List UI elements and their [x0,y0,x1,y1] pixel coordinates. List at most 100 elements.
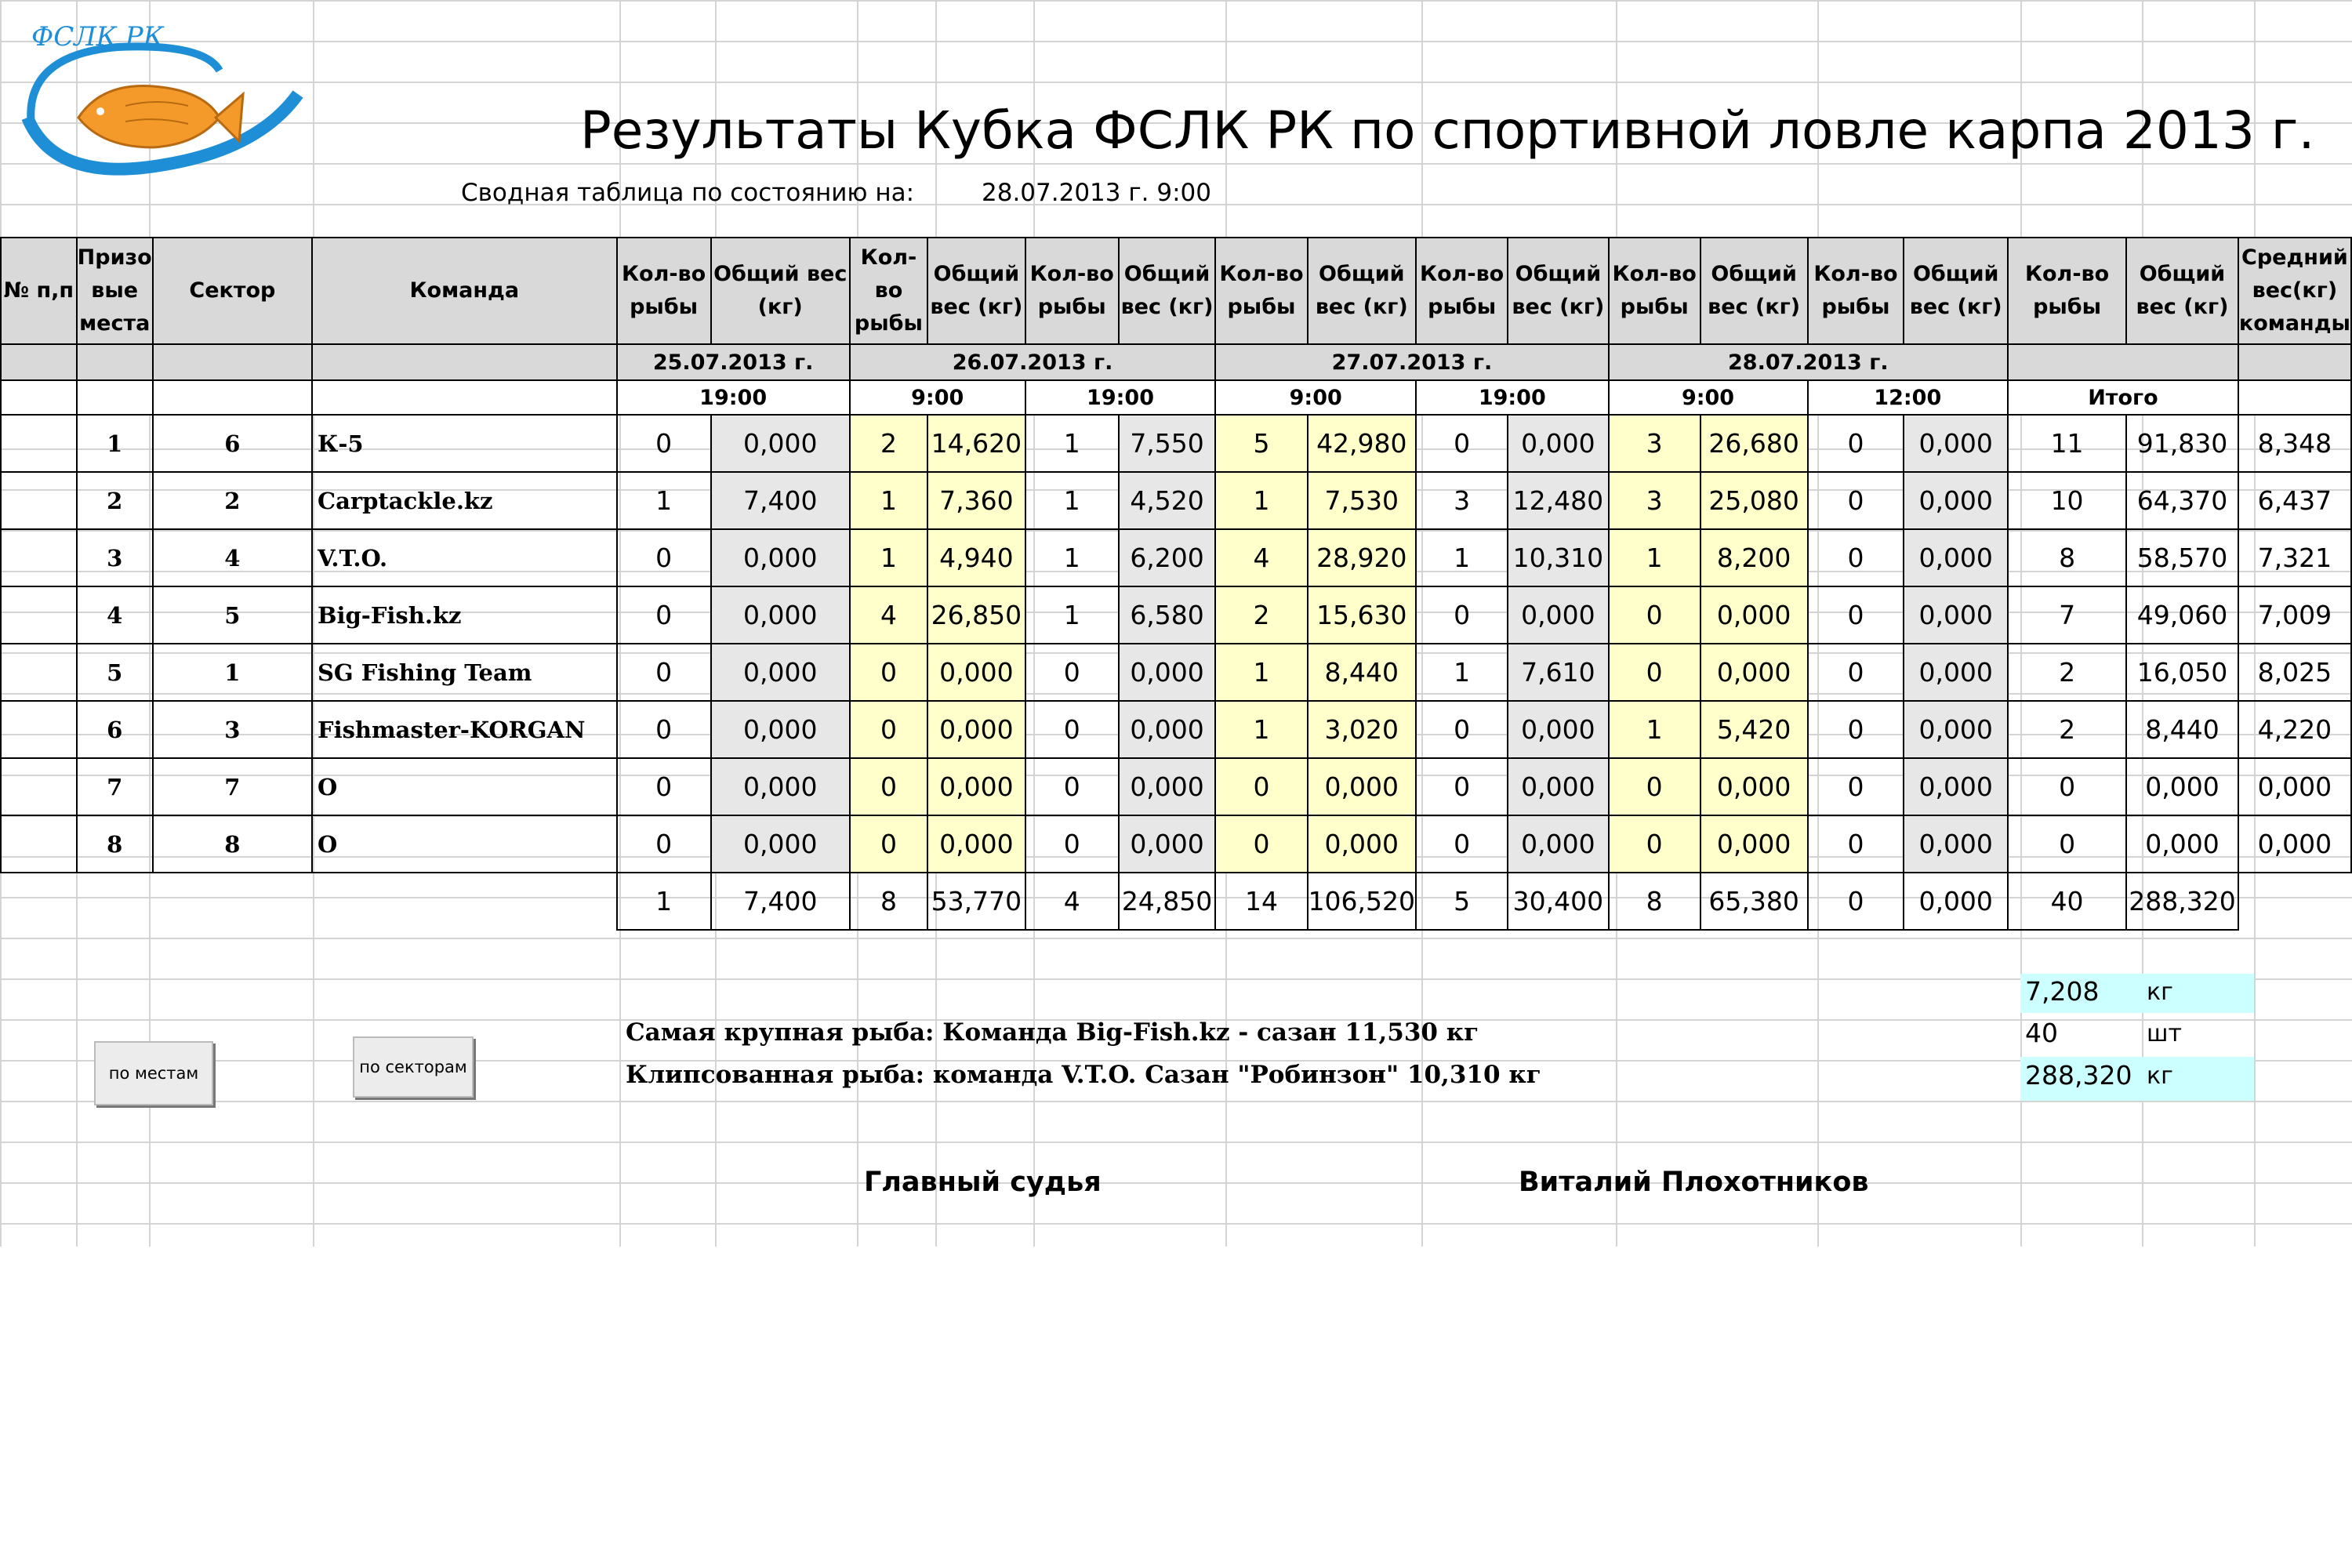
num-cell [0,643,78,702]
total-cell: 7,400 [710,872,851,931]
total-cell: 0,000 [1903,872,2009,931]
value-cell: 26,680 [1699,414,1809,473]
stat-value: 40 [2025,1018,2058,1048]
total-cell: 40 [2007,872,2128,931]
value-cell: 0 [1806,757,1905,816]
value-cell: 7 [2007,586,2128,644]
results-body: 1 6 К-5 0 0,000 2 14,620 1 7,550 5 42,980 0 0,000 3 26… [0,414,2352,873]
time-row: 19:00 9:00 19:00 9:00 19:00 9:00 12:00 И… [0,379,2352,416]
fslk-logo: ФСЛК РК [8,8,314,176]
value-cell: 0,000 [1507,815,1610,873]
total-cell: 24,850 [1117,872,1217,931]
stat-highlight [2020,974,2254,1013]
stat-highlight [2020,1057,2254,1101]
value-cell: 0,000 [2125,815,2239,873]
value-cell: 4 [1214,528,1308,587]
col-weight: Общий вес (кг) [1699,237,1809,345]
value-cell: 0,000 [710,757,851,816]
value-cell: 1 [1607,528,1701,587]
value-cell: 0 [2007,757,2128,816]
value-cell: 28,920 [1306,528,1417,587]
sector-cell: 5 [151,586,313,644]
sort-by-place-button[interactable]: по местам [94,1041,213,1105]
total-cell: 8 [848,872,929,931]
place-cell: 2 [75,471,154,530]
value-cell: 0,000 [927,643,1026,702]
col-weight: Общий вес (кг) [1117,237,1217,345]
place-cell: 4 [75,586,154,644]
sort-by-sector-button[interactable]: по секторам [353,1036,474,1098]
date-row: 25.07.2013 г. 26.07.2013 г. 27.07.2013 г… [0,343,2352,381]
team-cell: Fishmaster-KORGAN [310,700,618,759]
value-cell: 0 [848,700,929,759]
col-count: Кол-во рыбы [1415,237,1509,345]
value-cell: 10,310 [1507,528,1610,587]
table-row: 7 7 О 0 0,000 0 0,000 0 0,000 0 0,000 0 0,000 0 0,000 0… [0,757,2352,816]
num-cell [0,471,78,530]
value-cell: 7,321 [2237,528,2352,587]
value-cell: 58,570 [2125,528,2239,587]
value-cell: 42,980 [1306,414,1417,473]
total-cell: 0 [1806,872,1905,931]
col-weight: Общий вес (кг) [710,237,851,345]
value-cell: 3 [1607,471,1701,530]
value-cell: 2 [2007,700,2128,759]
logo-text: ФСЛК РК [31,21,165,53]
value-cell: 0 [1607,815,1701,873]
col-count: Кол-во рыбы [1806,237,1905,345]
value-cell: 1 [1024,528,1120,587]
value-cell: 8,440 [2125,700,2239,759]
clipped-fish-note: Клипсованная рыба: команда V.T.O. Сазан … [626,1061,1541,1089]
value-cell: 0,000 [1507,586,1610,644]
value-cell: 0 [1214,815,1308,873]
totals-row: 1 7,400 8 53,770 4 24,850 14 106,520 5 30,400 8 65,… [1,872,2351,931]
date-cell: 25.07.2013 г. [615,343,851,381]
value-cell: 8,440 [1306,643,1417,702]
team-cell: К-5 [310,414,618,473]
value-cell: 0 [848,815,929,873]
sector-cell: 6 [151,414,313,473]
value-cell: 8 [2007,528,2128,587]
num-cell [0,757,78,816]
value-cell: 0,000 [1507,757,1610,816]
value-cell: 0,000 [1117,757,1217,816]
value-cell: 0,000 [927,757,1026,816]
col-num: № п,п [0,237,78,345]
value-cell: 1 [1415,528,1509,587]
value-cell: 91,830 [2125,414,2239,473]
place-cell: 8 [75,815,154,873]
summary-value: 28.07.2013 г. 9:00 [982,179,1211,207]
value-cell: 0,000 [1507,414,1610,473]
total-cell: 53,770 [927,872,1026,931]
value-cell: 0 [1806,643,1905,702]
stat-unit: шт [2147,1020,2182,1047]
time-cell: 19:00 [1024,379,1217,416]
table-row: 4 5 Big-Fish.kz 0 0,000 4 26,850 1 6,580 2 15,630 0… [0,586,2352,644]
value-cell: 1 [848,471,929,530]
value-cell: 7,009 [2237,586,2352,644]
page-title: Результаты Кубка ФСЛК РК по спортивной л… [580,100,2315,161]
table-row: 2 2 Carptackle.kz 1 7,400 1 7,360 1 4,520 1 7,530 3… [0,471,2352,530]
summary-label: Сводная таблица по состоянию на: [461,179,915,207]
table-row: 3 4 V.T.O. 0 0,000 1 4,940 1 6,200 4 28,920 1 10,310… [0,528,2352,587]
results-table: № п,п Призо вые места Сектор Команда Кол… [0,237,2352,931]
value-cell: 0,000 [2237,757,2352,816]
value-cell: 0 [1806,700,1905,759]
value-cell: 0 [1024,700,1120,759]
total-cell: 106,520 [1306,872,1417,931]
place-cell: 3 [75,528,154,587]
value-cell: 0 [1415,815,1509,873]
value-cell: 11 [2007,414,2128,473]
value-cell: 14,620 [927,414,1026,473]
value-cell: 0,000 [1699,815,1809,873]
date-cell: 27.07.2013 г. [1214,343,1610,381]
value-cell: 0,000 [1117,700,1217,759]
value-cell: 1 [1024,414,1120,473]
sector-cell: 7 [151,757,313,816]
value-cell: 0,000 [1117,643,1217,702]
value-cell: 64,370 [2125,471,2239,530]
value-cell: 1 [1024,586,1120,644]
value-cell: 0,000 [710,586,851,644]
place-cell: 1 [75,414,154,473]
col-place: Призо вые места [75,237,154,345]
